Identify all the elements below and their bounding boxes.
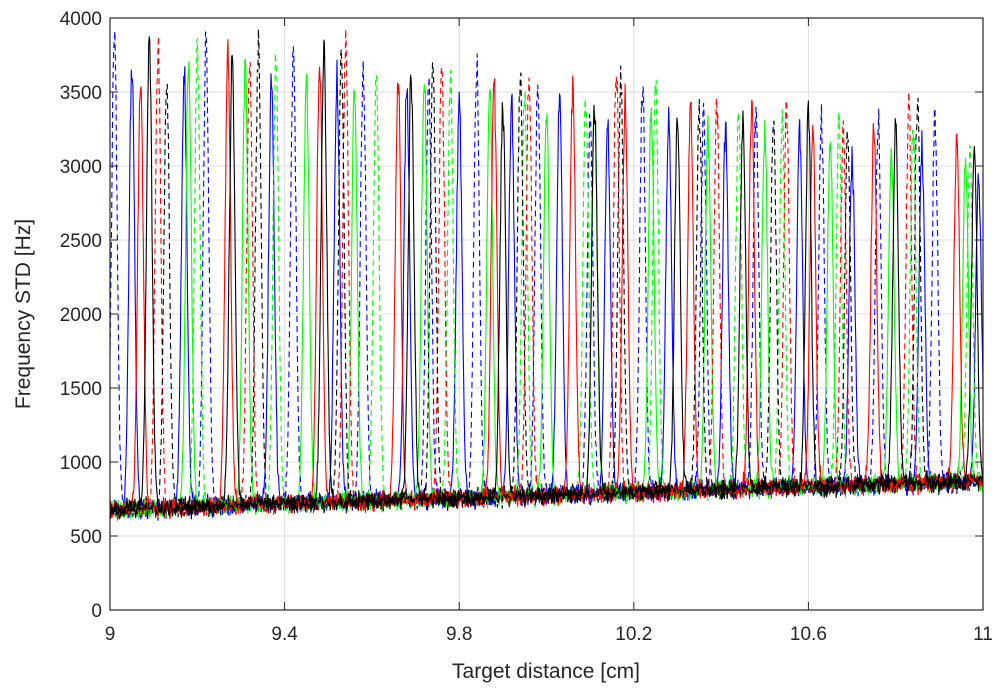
y-tick-label: 500 — [70, 527, 102, 548]
x-axis-label: Target distance [cm] — [452, 660, 640, 683]
x-tick-label: 9 — [105, 624, 116, 645]
x-tick-label: 9.8 — [446, 624, 472, 645]
x-tick-label: 11 — [973, 624, 993, 645]
y-tick-label: 3500 — [60, 83, 102, 104]
y-axis-label: Frequency STD [Hz] — [12, 219, 35, 409]
y-tick-label: 2500 — [60, 231, 102, 252]
y-tick-label: 1500 — [60, 379, 102, 400]
y-tick-labels: 0 500 1000 1500 2000 2500 3000 3500 4000 — [60, 9, 102, 622]
y-tick-label: 4000 — [60, 9, 102, 30]
y-tick-label: 3000 — [60, 157, 102, 178]
series-line-2 — [110, 30, 983, 521]
x-tick-label: 10.6 — [790, 624, 827, 645]
series-layer — [110, 28, 983, 521]
y-tick-label: 0 — [91, 601, 102, 622]
series-line-8 — [110, 28, 983, 521]
axis-ticks — [109, 17, 984, 611]
y-tick-label: 2000 — [60, 305, 102, 326]
x-tick-label: 9.4 — [271, 624, 298, 645]
x-tick-labels: 9 9.4 9.8 10.2 10.6 11 — [105, 624, 993, 645]
y-tick-label: 1000 — [60, 453, 102, 474]
series-line-4 — [110, 38, 983, 519]
x-tick-label: 10.2 — [615, 624, 652, 645]
